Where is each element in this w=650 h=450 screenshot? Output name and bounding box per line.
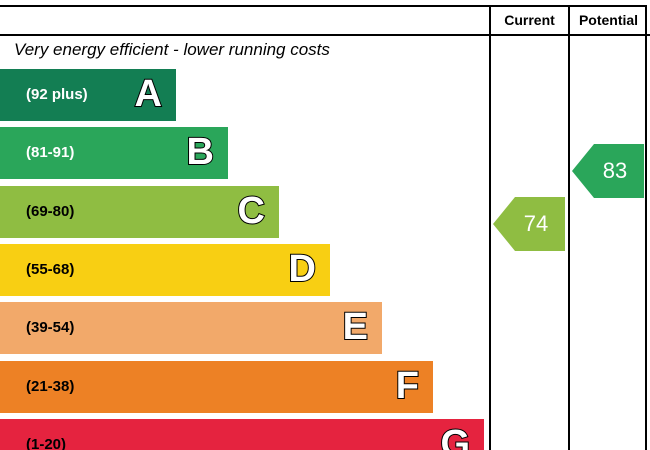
- current-arrow-polygon: [493, 197, 565, 251]
- band-e-range: (39-54): [26, 319, 75, 336]
- band-g-range: (1-20): [26, 436, 67, 450]
- chart-subtitle: Very energy efficient - lower running co…: [14, 40, 330, 59]
- chart-frame: [0, 5, 647, 450]
- potential-arrow-shape: [572, 144, 644, 198]
- current-column-divider: [489, 5, 491, 450]
- potential-column-header: Potential: [578, 12, 639, 28]
- band-d-range: (55-68): [26, 261, 75, 278]
- potential-rating-arrow: 83: [572, 144, 644, 198]
- potential-arrow-polygon: [572, 144, 644, 198]
- band-g-letter: G: [439, 422, 471, 450]
- band-c-letter: C: [237, 189, 266, 233]
- band-c: (69-80) C: [0, 186, 279, 238]
- band-a: (92 plus) A: [0, 69, 176, 121]
- current-rating-arrow: 74: [493, 197, 565, 251]
- band-e: (39-54) E: [0, 302, 382, 354]
- band-b-letter: B: [186, 130, 215, 174]
- band-c-range: (69-80): [26, 203, 75, 220]
- band-e-letter: E: [342, 305, 369, 349]
- current-rating-value: 74: [523, 211, 549, 236]
- header-divider: [0, 34, 650, 36]
- current-column-header: Current: [504, 12, 555, 28]
- band-a-range: (92 plus): [26, 86, 88, 103]
- potential-rating-value: 83: [602, 158, 628, 183]
- band-g: (1-20) G: [0, 419, 484, 450]
- potential-column-divider: [568, 5, 570, 450]
- band-d: (55-68) D: [0, 244, 330, 296]
- band-f-letter: F: [395, 364, 420, 408]
- band-d-letter: D: [288, 247, 317, 291]
- band-b: (81-91) B: [0, 127, 228, 179]
- band-f-range: (21-38): [26, 378, 75, 395]
- band-a-letter: A: [134, 72, 163, 116]
- band-f: (21-38) F: [0, 361, 433, 413]
- band-b-range: (81-91): [26, 144, 75, 161]
- current-arrow-shape: [493, 197, 565, 251]
